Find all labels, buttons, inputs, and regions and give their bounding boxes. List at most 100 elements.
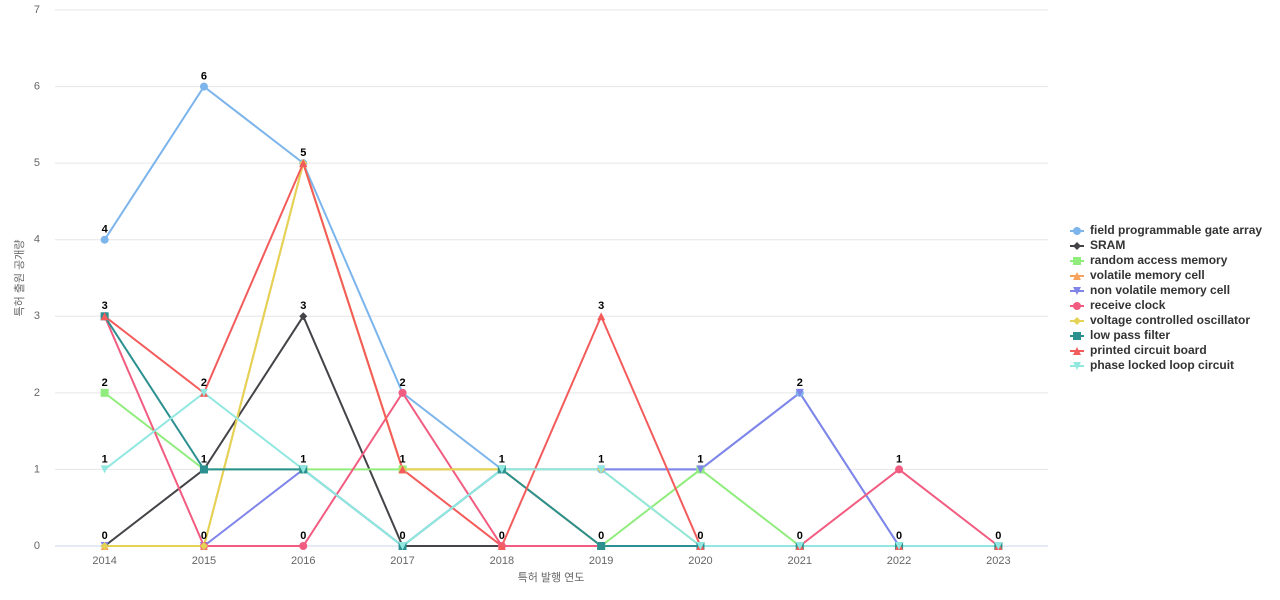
point [597,465,606,474]
legend-symbol [1073,362,1081,370]
point [100,465,109,474]
data-label: 2 [797,377,803,389]
data-label: 1 [300,453,306,465]
data-label: 0 [300,530,306,542]
data-label: 1 [102,453,108,465]
data-label: 0 [797,530,803,542]
data-label: 0 [499,530,505,542]
x-tick-label: 2017 [390,555,414,567]
x-tick-label: 2016 [291,555,315,567]
point [994,542,1003,550]
data-label: 2 [201,377,207,389]
x-tick-label: 2019 [589,555,613,567]
legend-symbol [1073,287,1081,295]
point [696,465,705,474]
point [398,465,407,474]
data-label: 3 [300,300,306,312]
data-label: 0 [598,530,604,542]
data-label: 5 [300,147,306,159]
point [597,312,606,321]
series-line [103,315,999,547]
data-label: 1 [598,453,604,465]
point [100,312,109,321]
y-tick-label: 0 [34,540,40,552]
data-label: 0 [399,530,405,542]
legend-label: phase locked loop circuit [1090,358,1234,372]
y-tick-label: 6 [34,80,40,92]
data-label: 6 [201,70,207,82]
legend-symbol [1073,317,1081,325]
x-tick-label: 2014 [92,555,116,567]
legend-label: random access memory [1090,253,1228,267]
legend-symbol [1073,227,1081,235]
legend-label: receive clock [1090,298,1166,312]
series-line [104,159,999,547]
point [895,465,904,474]
y-tick-label: 1 [34,463,40,475]
legend-label: printed circuit board [1090,343,1207,357]
data-label: 3 [598,300,604,312]
data-label: 1 [697,453,703,465]
y-tick-label: 2 [34,387,40,399]
legend-symbol [1073,347,1081,355]
point [497,465,506,474]
data-label: 3 [102,300,108,312]
point [299,542,308,550]
legend-symbol [1073,257,1081,265]
point [497,542,506,550]
series-line [104,160,999,548]
point [100,235,109,244]
series-line [104,159,999,547]
point [795,542,804,550]
data-label: 0 [995,530,1001,542]
point [199,465,208,474]
data-label: 0 [201,530,207,542]
y-tick-label: 5 [34,157,40,169]
data-label: 0 [102,530,108,542]
y-tick-label: 7 [34,4,40,16]
point [199,542,208,550]
point [795,388,804,397]
x-tick-label: 2021 [788,555,812,567]
data-label: 0 [697,530,703,542]
point [299,312,308,321]
x-axis-title: 특허 발행 연도 [518,571,585,584]
point [100,542,109,550]
point [100,388,109,397]
data-label: 1 [896,453,902,465]
x-tick-label: 2020 [688,555,712,567]
point [299,159,308,168]
legend-label: SRAM [1090,238,1125,252]
point [597,542,606,550]
point [696,542,705,550]
point [299,465,308,474]
point [895,542,904,550]
legend-symbol [1073,272,1081,280]
x-tick-label: 2015 [192,555,216,567]
point [199,82,208,91]
data-label: 1 [499,453,505,465]
legend-label: voltage controlled oscillator [1090,313,1250,327]
y-tick-label: 4 [34,234,40,246]
y-axis-title: 특허 출원 공개량 [13,240,26,317]
x-tick-label: 2022 [887,555,911,567]
legend-label: low pass filter [1090,328,1170,342]
data-label: 0 [896,530,902,542]
legend-symbol [1073,242,1081,250]
series-line [104,391,999,548]
legend-label: volatile memory cell [1090,268,1205,282]
data-label: 4 [102,224,109,236]
point [199,388,208,397]
y-tick-label: 3 [34,310,40,322]
legend-symbol [1073,332,1081,340]
legend-label: field programmable gate array [1090,223,1262,237]
x-tick-label: 2018 [490,555,514,567]
point [398,542,407,550]
x-tick-label: 2023 [986,555,1010,567]
legend-symbol [1073,302,1081,310]
data-label: 2 [102,377,108,389]
data-label: 1 [399,453,405,465]
data-label: 1 [201,453,207,465]
data-label: 2 [399,377,405,389]
